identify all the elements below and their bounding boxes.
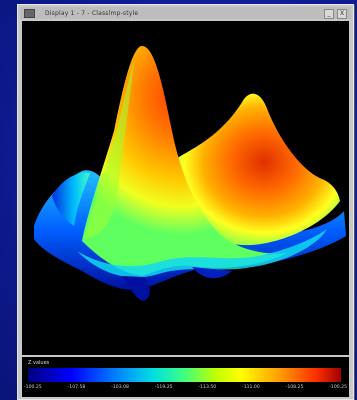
colorbar-tick: -103.08 (111, 385, 129, 390)
surface-secondary-peak (170, 93, 340, 246)
colorbar-tick: -107.58 (67, 385, 86, 390)
colorbar-tick: -111.00 (242, 385, 260, 390)
surface-front-ripple (77, 229, 327, 278)
surface-plot (34, 46, 346, 301)
colorbar-tick: -119.25 (154, 385, 173, 390)
surface-main-peak (82, 46, 287, 276)
colorbar-tick: -113.50 (198, 385, 217, 390)
window-menu-icon[interactable] (24, 8, 35, 18)
surface-left-fringe (52, 172, 90, 226)
title-bar[interactable]: Display 1 - 7 - Classlmp-style _ X (20, 7, 351, 19)
colorbar-gradient (28, 368, 341, 382)
colorbar-tick: -100.25 (24, 385, 42, 390)
colorbar-tick: -100.25 (329, 385, 347, 390)
surface-peak-flank-shading (84, 61, 134, 239)
colorbar-ticks: -100.25 -107.58 -103.08 -119.25 -113.50 … (24, 385, 347, 393)
surface-underside-dip (122, 276, 150, 301)
minimize-button[interactable]: _ (324, 9, 334, 19)
colorbar-tick: -108.25 (285, 385, 304, 390)
colorbar-label: Z values (28, 360, 50, 366)
colorbar-panel: Z values -100.25 -107.58 -103.08 -119.25… (22, 357, 349, 397)
surface-underside-dip-2 (192, 267, 232, 279)
close-button[interactable]: X (337, 9, 347, 19)
viewer-window: Display 1 - 7 - Classlmp-style _ X (17, 4, 354, 400)
window-title: Display 1 - 7 - Classlmp-style (45, 9, 139, 17)
surface-plot-canvas[interactable] (22, 21, 349, 355)
